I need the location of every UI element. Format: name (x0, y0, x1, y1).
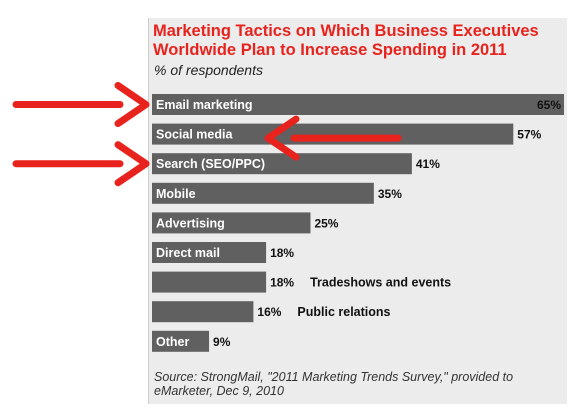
value-label-tradeshows-and-events: 18% (270, 276, 294, 290)
bar-direct-mail (152, 242, 267, 263)
bar-advertising (152, 212, 311, 234)
value-label-other: 9% (213, 335, 231, 349)
chart-title: Marketing Tactics on Which Business Exec… (153, 22, 539, 59)
bar-tradeshows-and-events (152, 271, 267, 293)
chart-subtitle: % of respondents (154, 62, 263, 78)
value-label-direct-mail: 18% (270, 246, 294, 260)
bar-label-other: Other (156, 335, 189, 349)
value-label-advertising: 25% (314, 216, 338, 230)
value-label-email-marketing: 65% (537, 98, 561, 112)
bar-mobile (152, 182, 374, 204)
bar-label-advertising: Advertising (156, 216, 225, 230)
bar-label-social-media: Social media (156, 128, 233, 142)
bar-label-direct-mail: Direct mail (156, 246, 220, 260)
bar-public-relations (152, 301, 254, 323)
value-label-social-media: 57% (517, 128, 541, 142)
arrow-icon-email-marketing (12, 82, 150, 127)
bar-label-mobile: Mobile (156, 187, 196, 201)
bar-label-search-seo-ppc: Search (SEO/PPC) (156, 157, 265, 171)
arrow-icon-search-seo-ppc (12, 141, 150, 187)
bar-other (152, 330, 210, 352)
bar-social-media (152, 123, 514, 145)
value-label-mobile: 35% (378, 187, 402, 201)
arrow-icon-social-media (264, 115, 402, 161)
value-label-public-relations: 16% (257, 305, 281, 319)
bar-search-seo-ppc (152, 153, 412, 175)
outside-label-public-relations: Public relations (297, 305, 390, 319)
chart-source: Source: StrongMail, "2011 Marketing Tren… (154, 370, 514, 398)
bar-email-marketing (152, 94, 564, 115)
value-label-search-seo-ppc: 41% (416, 157, 440, 171)
chart-panel (148, 18, 567, 404)
bar-label-email-marketing: Email marketing (156, 98, 253, 112)
outside-label-tradeshows-and-events: Tradeshows and events (310, 276, 451, 290)
